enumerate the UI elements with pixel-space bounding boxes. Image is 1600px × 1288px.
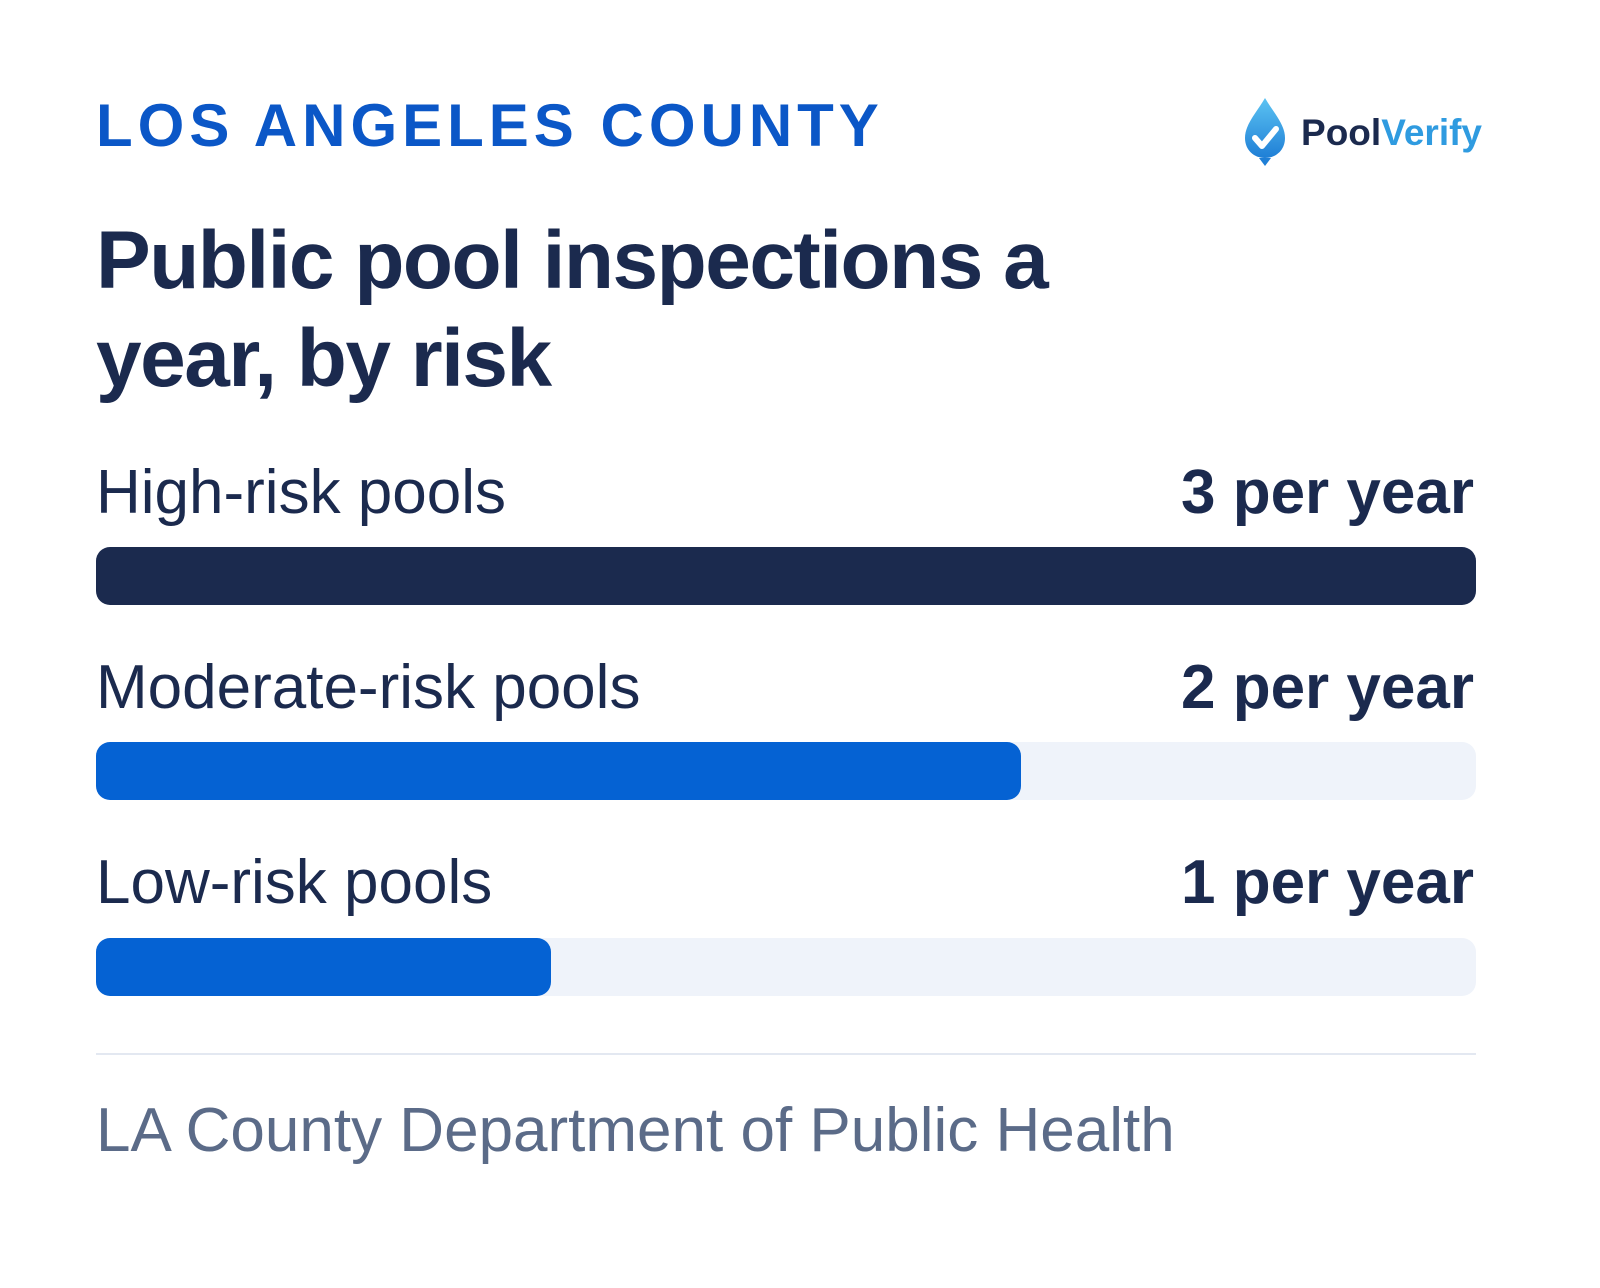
bar-value-label: 2 per year: [1181, 653, 1474, 722]
bar-value-label: 3 per year: [1181, 458, 1474, 527]
brand-logo: PoolVerify: [1243, 96, 1482, 168]
brand-wordmark-part1: Pool: [1301, 111, 1382, 153]
chart-title: Public pool inspections a year, by risk: [96, 215, 1049, 404]
bar-label: Moderate-risk pools: [96, 653, 641, 722]
footer-divider: [96, 1053, 1476, 1055]
brand-wordmark: PoolVerify: [1301, 114, 1482, 151]
bar: [96, 742, 1021, 800]
water-drop-check-icon: [1245, 98, 1286, 166]
source-note: LA County Department of Public Health: [96, 1096, 1175, 1165]
bar-track: [96, 742, 1476, 800]
bar: [96, 547, 1476, 605]
bar-track: [96, 547, 1476, 605]
region-label: LOS ANGELES COUNTY: [96, 92, 884, 159]
brand-wordmark-part2: Verify: [1381, 111, 1482, 153]
bar-label: High-risk pools: [96, 458, 507, 527]
bar: [96, 938, 551, 996]
bar-value-label: 1 per year: [1181, 848, 1474, 917]
bar-track: [96, 938, 1476, 996]
bar-label: Low-risk pools: [96, 848, 493, 917]
